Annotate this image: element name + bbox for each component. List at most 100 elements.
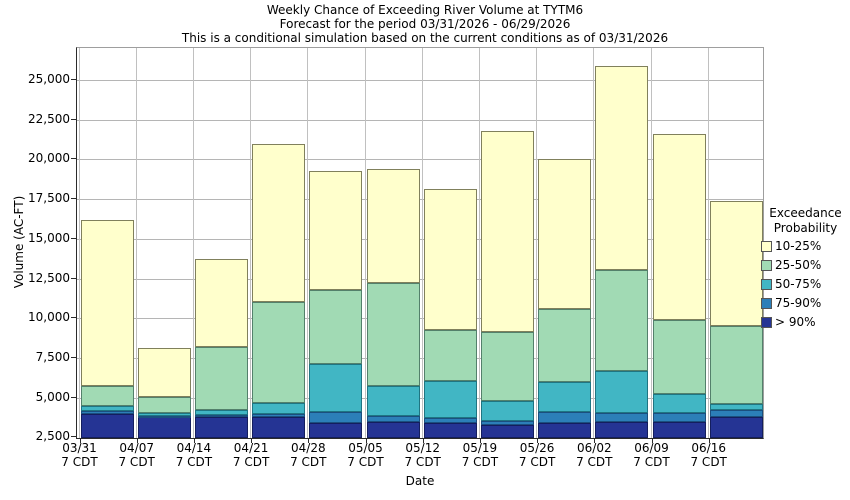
x-tick (308, 438, 310, 443)
bar-segment--90- (652, 422, 706, 438)
x-tick-date: 04/07 (119, 441, 154, 455)
x-tick-time: 7 CDT (576, 455, 613, 469)
bar-segment--90- (137, 417, 191, 438)
y-tick (71, 396, 76, 398)
bar-segment-25-50- (137, 396, 191, 414)
legend-entry-label: 75-90% (775, 296, 822, 310)
legend-entries: 10-25% 25-50% 50-75% 75-90% > 90% (761, 237, 850, 331)
legend-swatch (761, 278, 772, 290)
v-gridline (364, 48, 366, 438)
h-gridline (77, 318, 763, 320)
bar-segment--90- (595, 422, 649, 438)
h-gridline (77, 397, 763, 399)
x-tick-time: 7 CDT (461, 455, 499, 469)
bar-segment-50-75- (137, 413, 191, 416)
x-tick-label: 03/31 7 CDT (50, 441, 110, 469)
legend-entry-label: > 90% (775, 315, 816, 329)
x-tick-time: 7 CDT (61, 455, 98, 469)
bar-segment-25-50- (538, 308, 592, 382)
bar-segment-25-50- (480, 332, 534, 401)
bar-segment-25-50- (366, 283, 420, 387)
bar-segment--90- (423, 423, 477, 438)
bar-segment-10-25- (194, 258, 248, 347)
x-axis-title: Date (405, 474, 435, 488)
x-tick-label: 04/28 7 CDT (278, 441, 338, 469)
h-gridline (77, 199, 763, 201)
x-tick-label: 05/19 7 CDT (450, 441, 510, 469)
y-tick (71, 118, 76, 120)
bar-segment-25-50- (194, 346, 248, 410)
bar-segment-10-25- (709, 200, 763, 327)
x-tick-date: 05/12 (405, 441, 440, 455)
bar-segment-50-75- (366, 386, 420, 416)
y-tick (71, 198, 76, 200)
x-tick (193, 438, 195, 443)
legend-entry: 10-25% (761, 237, 850, 255)
bar-segment-25-50- (709, 326, 763, 404)
bar-segment--90- (309, 423, 363, 438)
x-tick-time: 7 CDT (404, 455, 441, 469)
bar-segment-50-75- (652, 394, 706, 414)
x-tick-time: 7 CDT (118, 455, 155, 469)
bar-segment-50-75- (423, 380, 477, 419)
v-gridline (135, 48, 137, 438)
chart-title: Weekly Chance of Exceeding River Volume … (266, 3, 584, 17)
bar-segment-10-25- (80, 219, 134, 387)
bar-segment-25-50- (252, 302, 306, 404)
y-tick (71, 317, 76, 319)
y-tick (71, 79, 76, 80)
h-gridline (77, 278, 763, 280)
x-tick-time: 7 CDT (518, 455, 556, 469)
y-tick-label: 25,000 (28, 72, 70, 86)
legend-entry: 75-90% (761, 294, 850, 312)
bar-segment-10-25- (309, 170, 363, 290)
legend-swatch (761, 297, 772, 309)
bar-segment-25-50- (652, 319, 706, 395)
x-tick-date: 05/26 (519, 441, 555, 455)
x-tick-date: 03/31 (62, 441, 97, 455)
y-tick-label: 15,000 (28, 230, 70, 245)
x-tick-label: 04/14 7 CDT (164, 441, 224, 469)
v-gridline (593, 48, 595, 438)
bar-segment-25-50- (309, 289, 363, 365)
bar-segment-50-75- (194, 409, 248, 416)
bar-segment-75-90- (252, 414, 306, 417)
bar-segment-25-50- (423, 330, 477, 381)
plot-area (76, 47, 764, 439)
legend-entry: 50-75% (761, 275, 850, 293)
v-gridline (78, 48, 80, 438)
bar-segment-50-75- (309, 364, 363, 412)
bar-segment-75-90- (423, 418, 477, 424)
bar-segment-10-25- (366, 168, 420, 284)
x-tick (651, 438, 653, 443)
legend-title-line1: Exceedance (769, 206, 842, 220)
x-tick (479, 438, 481, 443)
bar-segment-50-75- (480, 400, 534, 422)
bar-segment--90- (194, 417, 248, 438)
bar-segment-75-90- (194, 415, 248, 418)
bar-segment-75-90- (709, 410, 763, 418)
x-tick (79, 438, 81, 443)
bar-segment-10-25- (423, 188, 477, 331)
bar-segment-10-25- (480, 130, 534, 333)
bar-segment-10-25- (538, 159, 592, 309)
bar-segment-50-75- (80, 405, 134, 412)
bar-segment--90- (538, 423, 592, 438)
x-tick-date: 04/21 (233, 441, 269, 455)
bar-segment--90- (80, 414, 134, 438)
x-tick (537, 438, 539, 443)
bar-segment-75-90- (80, 411, 134, 415)
x-tick-date: 05/05 (348, 441, 383, 455)
h-gridline (77, 357, 763, 359)
x-tick (594, 438, 596, 443)
v-gridline (250, 48, 252, 438)
legend-title: Exceedance Probability (761, 206, 850, 236)
y-tick-label: 17,500 (28, 191, 70, 206)
legend-entry-label: 10-25% (775, 239, 822, 253)
x-tick-label: 06/02 7 CDT (564, 441, 624, 469)
legend: Exceedance Probability 10-25% 25-50% 50-75… (761, 206, 850, 331)
bar-segment-75-90- (480, 421, 534, 426)
bar-segment--90- (252, 416, 306, 438)
x-tick-date: 06/16 (691, 441, 726, 455)
bar-segment-75-90- (538, 411, 592, 423)
